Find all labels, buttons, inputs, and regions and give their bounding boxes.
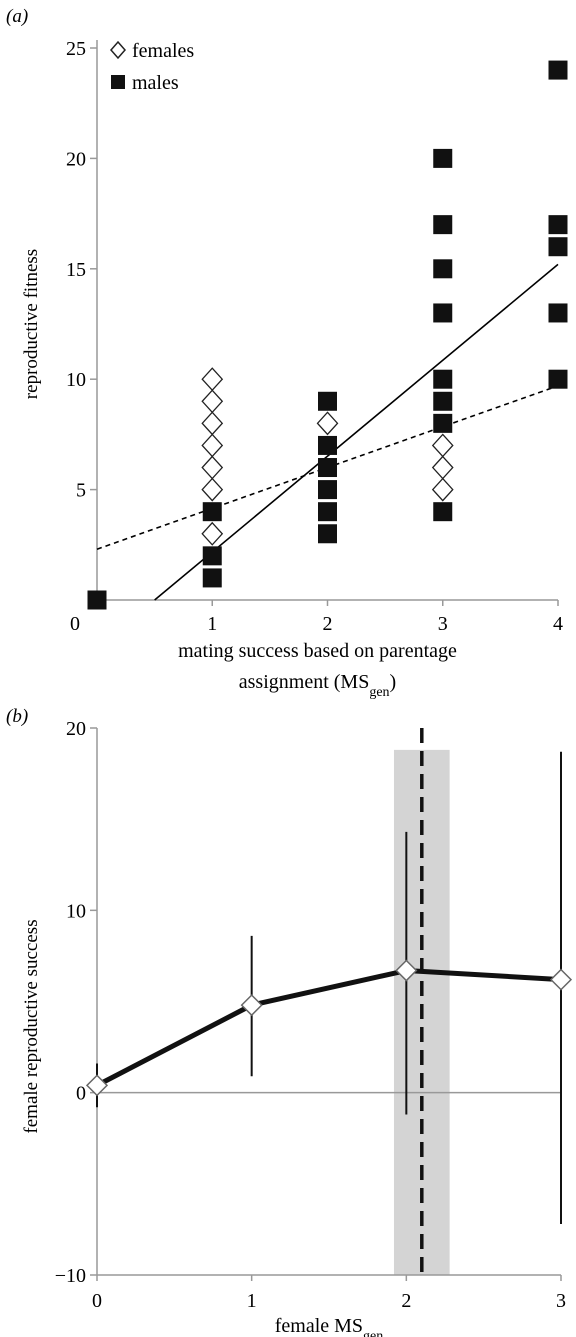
data-point [85,1074,109,1097]
data-point [240,994,263,1017]
panel-a-chart: (a) 5 10 15 20 25 0 1 2 3 4 females males reproductiv… [6,6,568,700]
female-point [431,455,454,480]
female-point [316,411,339,436]
female-point [201,455,224,480]
male-point [318,391,337,411]
female-point [431,477,454,502]
x-tick-label: 3 [556,1290,566,1312]
x-tick-label: 3 [438,613,448,635]
x-tick-label: 2 [323,613,333,635]
female-point [201,389,224,414]
data-point [549,968,573,991]
x-tick-label: 1 [247,1290,257,1312]
male-point [318,502,337,522]
female-point [201,411,224,436]
male-point [433,303,453,323]
male-point [433,215,453,235]
male-point [548,303,568,323]
male-point [433,502,453,522]
x-tick-label: 1 [207,613,217,635]
male-point [548,60,568,80]
legend-female-label: females [132,40,194,62]
y-axis-label: female reproductive success [21,919,42,1133]
y-tick-label: 5 [76,480,86,502]
x-axis-label: female MSgen [275,1315,384,1337]
y-tick-label: 25 [66,38,86,60]
male-point [318,480,337,500]
male-point [318,435,337,455]
female-point [201,521,224,546]
male-point [202,546,222,566]
legend-male-label: males [132,72,179,94]
male-point [433,413,453,433]
male-point [548,237,568,257]
x-axis-label-line1: mating success based on parentage [178,640,457,662]
male-point [202,568,222,588]
x-tick-label: 4 [553,613,563,635]
male-point [433,391,453,411]
panel-label: (b) [6,706,28,727]
male-point [548,215,568,235]
y-tick-label: 10 [66,900,86,922]
male-point [548,369,568,389]
male-point [318,458,337,478]
male-fit-line [154,263,559,601]
female-point [201,433,224,458]
y-tick-label: 20 [66,718,86,740]
x-tick-label: 2 [401,1290,411,1312]
panel-label: (a) [6,6,28,27]
y-tick-label: 10 [66,369,86,391]
male-point [433,148,453,168]
male-point [202,502,222,522]
legend-female-marker [110,40,126,60]
y-tick-label: 15 [66,259,86,281]
x-axis-label-line2: assignment (MSgen) [239,671,396,700]
x-tick-label: 0 [92,1290,102,1312]
legend-male-marker [111,75,125,89]
x-tick-label: 0 [70,613,80,635]
y-axis-label: reproductive fitness [21,249,42,399]
y-tick-label: 0 [76,1083,86,1105]
panel-b-chart: (b) −10 0 10 20 0 1 2 3 female reproductive succe… [6,706,573,1337]
male-point [433,259,453,279]
male-point [433,369,453,389]
male-point [318,524,337,544]
male-point [87,590,107,610]
female-point [431,433,454,458]
data-point [395,959,418,982]
series-line [95,968,562,1088]
female-point [201,477,224,502]
y-tick-label: −10 [55,1265,86,1287]
y-tick-label: 20 [66,148,86,170]
female-point [201,367,224,392]
